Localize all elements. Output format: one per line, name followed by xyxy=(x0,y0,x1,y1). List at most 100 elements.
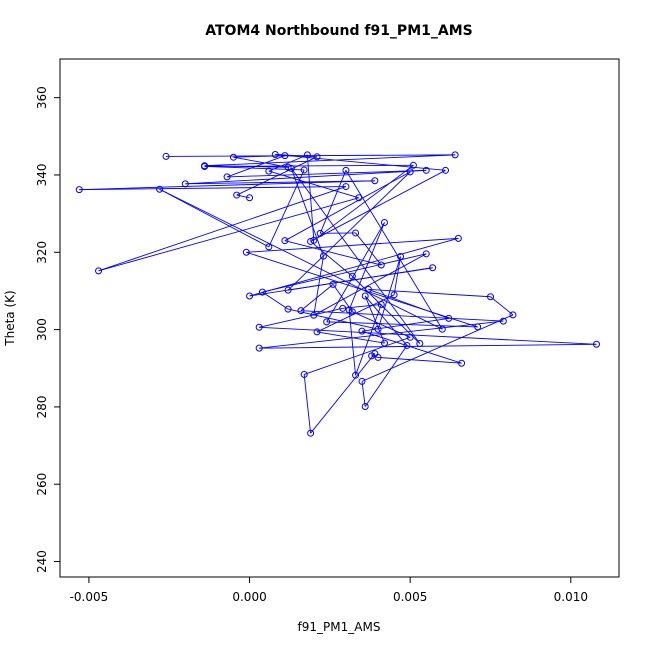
series-segment xyxy=(233,155,285,158)
x-tick-label: 0.005 xyxy=(393,590,427,604)
series-segment xyxy=(377,256,401,330)
data-point xyxy=(255,323,263,331)
series-segment xyxy=(290,168,324,257)
data-point xyxy=(509,311,517,319)
data-point xyxy=(380,219,388,227)
data-point xyxy=(458,359,466,367)
series-segment xyxy=(352,275,421,344)
data-point xyxy=(303,151,311,159)
series-segment xyxy=(268,170,359,199)
y-axis-label: Theta (K) xyxy=(3,290,17,346)
data-point xyxy=(162,152,170,160)
data-point xyxy=(361,292,369,300)
data-point xyxy=(355,194,363,202)
data-point xyxy=(451,151,459,159)
data-point xyxy=(352,229,360,237)
series-segment xyxy=(326,222,385,323)
plot-frame xyxy=(59,58,620,578)
series-segment xyxy=(249,237,459,297)
series-segment xyxy=(303,374,312,434)
data-point xyxy=(422,166,430,174)
data-point xyxy=(403,341,411,349)
series-segment xyxy=(204,154,456,167)
data-point xyxy=(297,307,305,315)
data-point xyxy=(374,353,382,361)
series-segment xyxy=(316,331,385,344)
series-segment xyxy=(262,253,427,293)
series-segment xyxy=(290,168,421,344)
series-segment xyxy=(313,164,414,241)
data-point xyxy=(397,253,405,261)
y-tick-label: 240 xyxy=(35,550,49,573)
series-segment xyxy=(348,222,385,311)
series-segment xyxy=(368,288,449,319)
data-point xyxy=(229,153,237,161)
data-point xyxy=(342,166,350,174)
data-point xyxy=(348,308,356,316)
series-segment xyxy=(204,164,414,167)
series-segment xyxy=(352,311,411,338)
data-point xyxy=(265,167,273,175)
x-tick-label: 0.000 xyxy=(232,590,266,604)
data-point xyxy=(390,291,398,299)
data-point xyxy=(75,186,83,194)
x-axis-label: f91_PM1_AMS xyxy=(298,620,381,634)
series-segment xyxy=(79,180,375,191)
data-point xyxy=(445,314,453,322)
data-point xyxy=(486,293,494,301)
data-point xyxy=(223,173,231,181)
data-point xyxy=(406,333,414,341)
series-segment xyxy=(227,169,427,178)
y-tick-label: 260 xyxy=(35,473,49,496)
y-tick-label: 320 xyxy=(35,241,49,264)
data-point xyxy=(361,403,369,411)
y-tick-label: 280 xyxy=(35,395,49,418)
x-tick-label: -0.005 xyxy=(70,590,109,604)
data-point xyxy=(281,237,289,245)
series-segment xyxy=(490,296,514,316)
series-segment xyxy=(313,256,324,316)
series-segment xyxy=(284,171,411,242)
data-point xyxy=(310,236,318,244)
data-point xyxy=(438,325,446,333)
series-segment xyxy=(159,188,443,330)
data-point xyxy=(233,191,241,199)
data-point xyxy=(181,180,189,188)
data-point xyxy=(368,352,376,360)
data-point xyxy=(323,318,331,326)
data-point xyxy=(201,162,209,170)
series-segment xyxy=(236,156,318,196)
data-point xyxy=(348,272,356,280)
series-segment xyxy=(361,330,462,364)
data-point xyxy=(281,152,289,160)
data-point xyxy=(358,377,366,385)
series-segment xyxy=(79,186,346,191)
series-segment xyxy=(355,232,382,266)
data-point xyxy=(307,429,315,437)
series-segment xyxy=(287,171,411,291)
data-point xyxy=(284,286,292,294)
data-point xyxy=(246,292,254,300)
data-point xyxy=(300,370,308,378)
data-point xyxy=(310,311,318,319)
series-segment xyxy=(159,188,270,248)
data-point xyxy=(300,166,308,174)
series-segment xyxy=(98,197,359,272)
series-segment xyxy=(259,307,343,328)
series-segment xyxy=(236,194,250,199)
y-tick-label: 360 xyxy=(35,86,49,109)
series-point-group xyxy=(75,150,601,437)
data-point xyxy=(499,317,507,325)
data-point xyxy=(377,261,385,269)
series-segment xyxy=(393,256,401,295)
data-point xyxy=(271,150,279,158)
data-point xyxy=(442,166,450,174)
series-segment xyxy=(378,356,462,364)
series-segment xyxy=(259,343,597,349)
data-point xyxy=(156,185,164,193)
data-point xyxy=(371,177,379,185)
x-tick-label: 0.010 xyxy=(554,590,588,604)
y-tick-label: 340 xyxy=(35,164,49,187)
series-segment xyxy=(348,309,357,376)
